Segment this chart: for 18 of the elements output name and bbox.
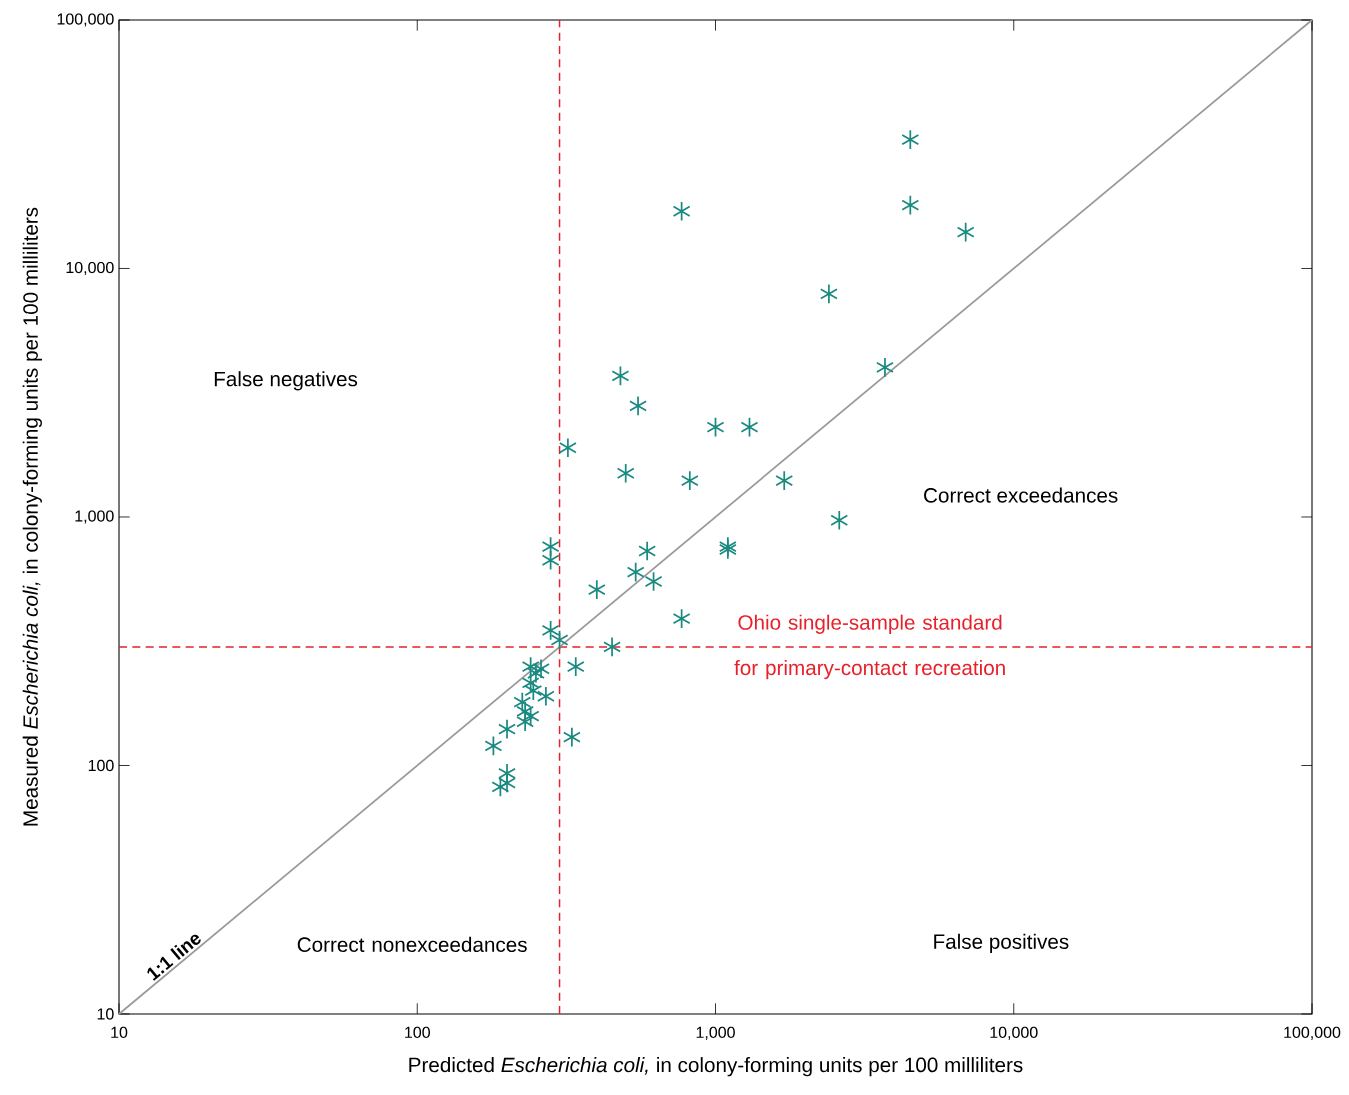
annotation: Correct nonexceedances [297,936,527,952]
x-tick-label: 10,000 [990,1026,1038,1040]
y-tick-label: 10 [97,1008,114,1020]
text: Ohio single-sample standard for primary-contact recreation [734,614,1005,680]
y-axis-title: Measured Escherichia coli, in colony-forming units per 100 milliliters [22,207,42,826]
x-axis-title: Predicted Escherichia coli, in colony-forming units per 100 milliliters [409,1057,1023,1077]
x-tick-label: 100 [405,1026,430,1039]
x-tick-label: 100,000 [1284,1026,1341,1040]
y-tick-label: 10,000 [66,261,114,276]
x-tick-label: 10 [111,1026,128,1039]
text: 1:1 line [147,934,201,981]
annotation: False negatives [214,371,358,391]
y-tick-label: 1,000 [75,510,114,524]
y-tick-label: 100,000 [57,13,114,27]
x-tick-label: 1,000 [696,1026,735,1040]
annotation: Correct exceedances [924,487,1118,503]
y-tick-label: 100 [88,759,114,772]
annotation: False positives [934,933,1069,954]
